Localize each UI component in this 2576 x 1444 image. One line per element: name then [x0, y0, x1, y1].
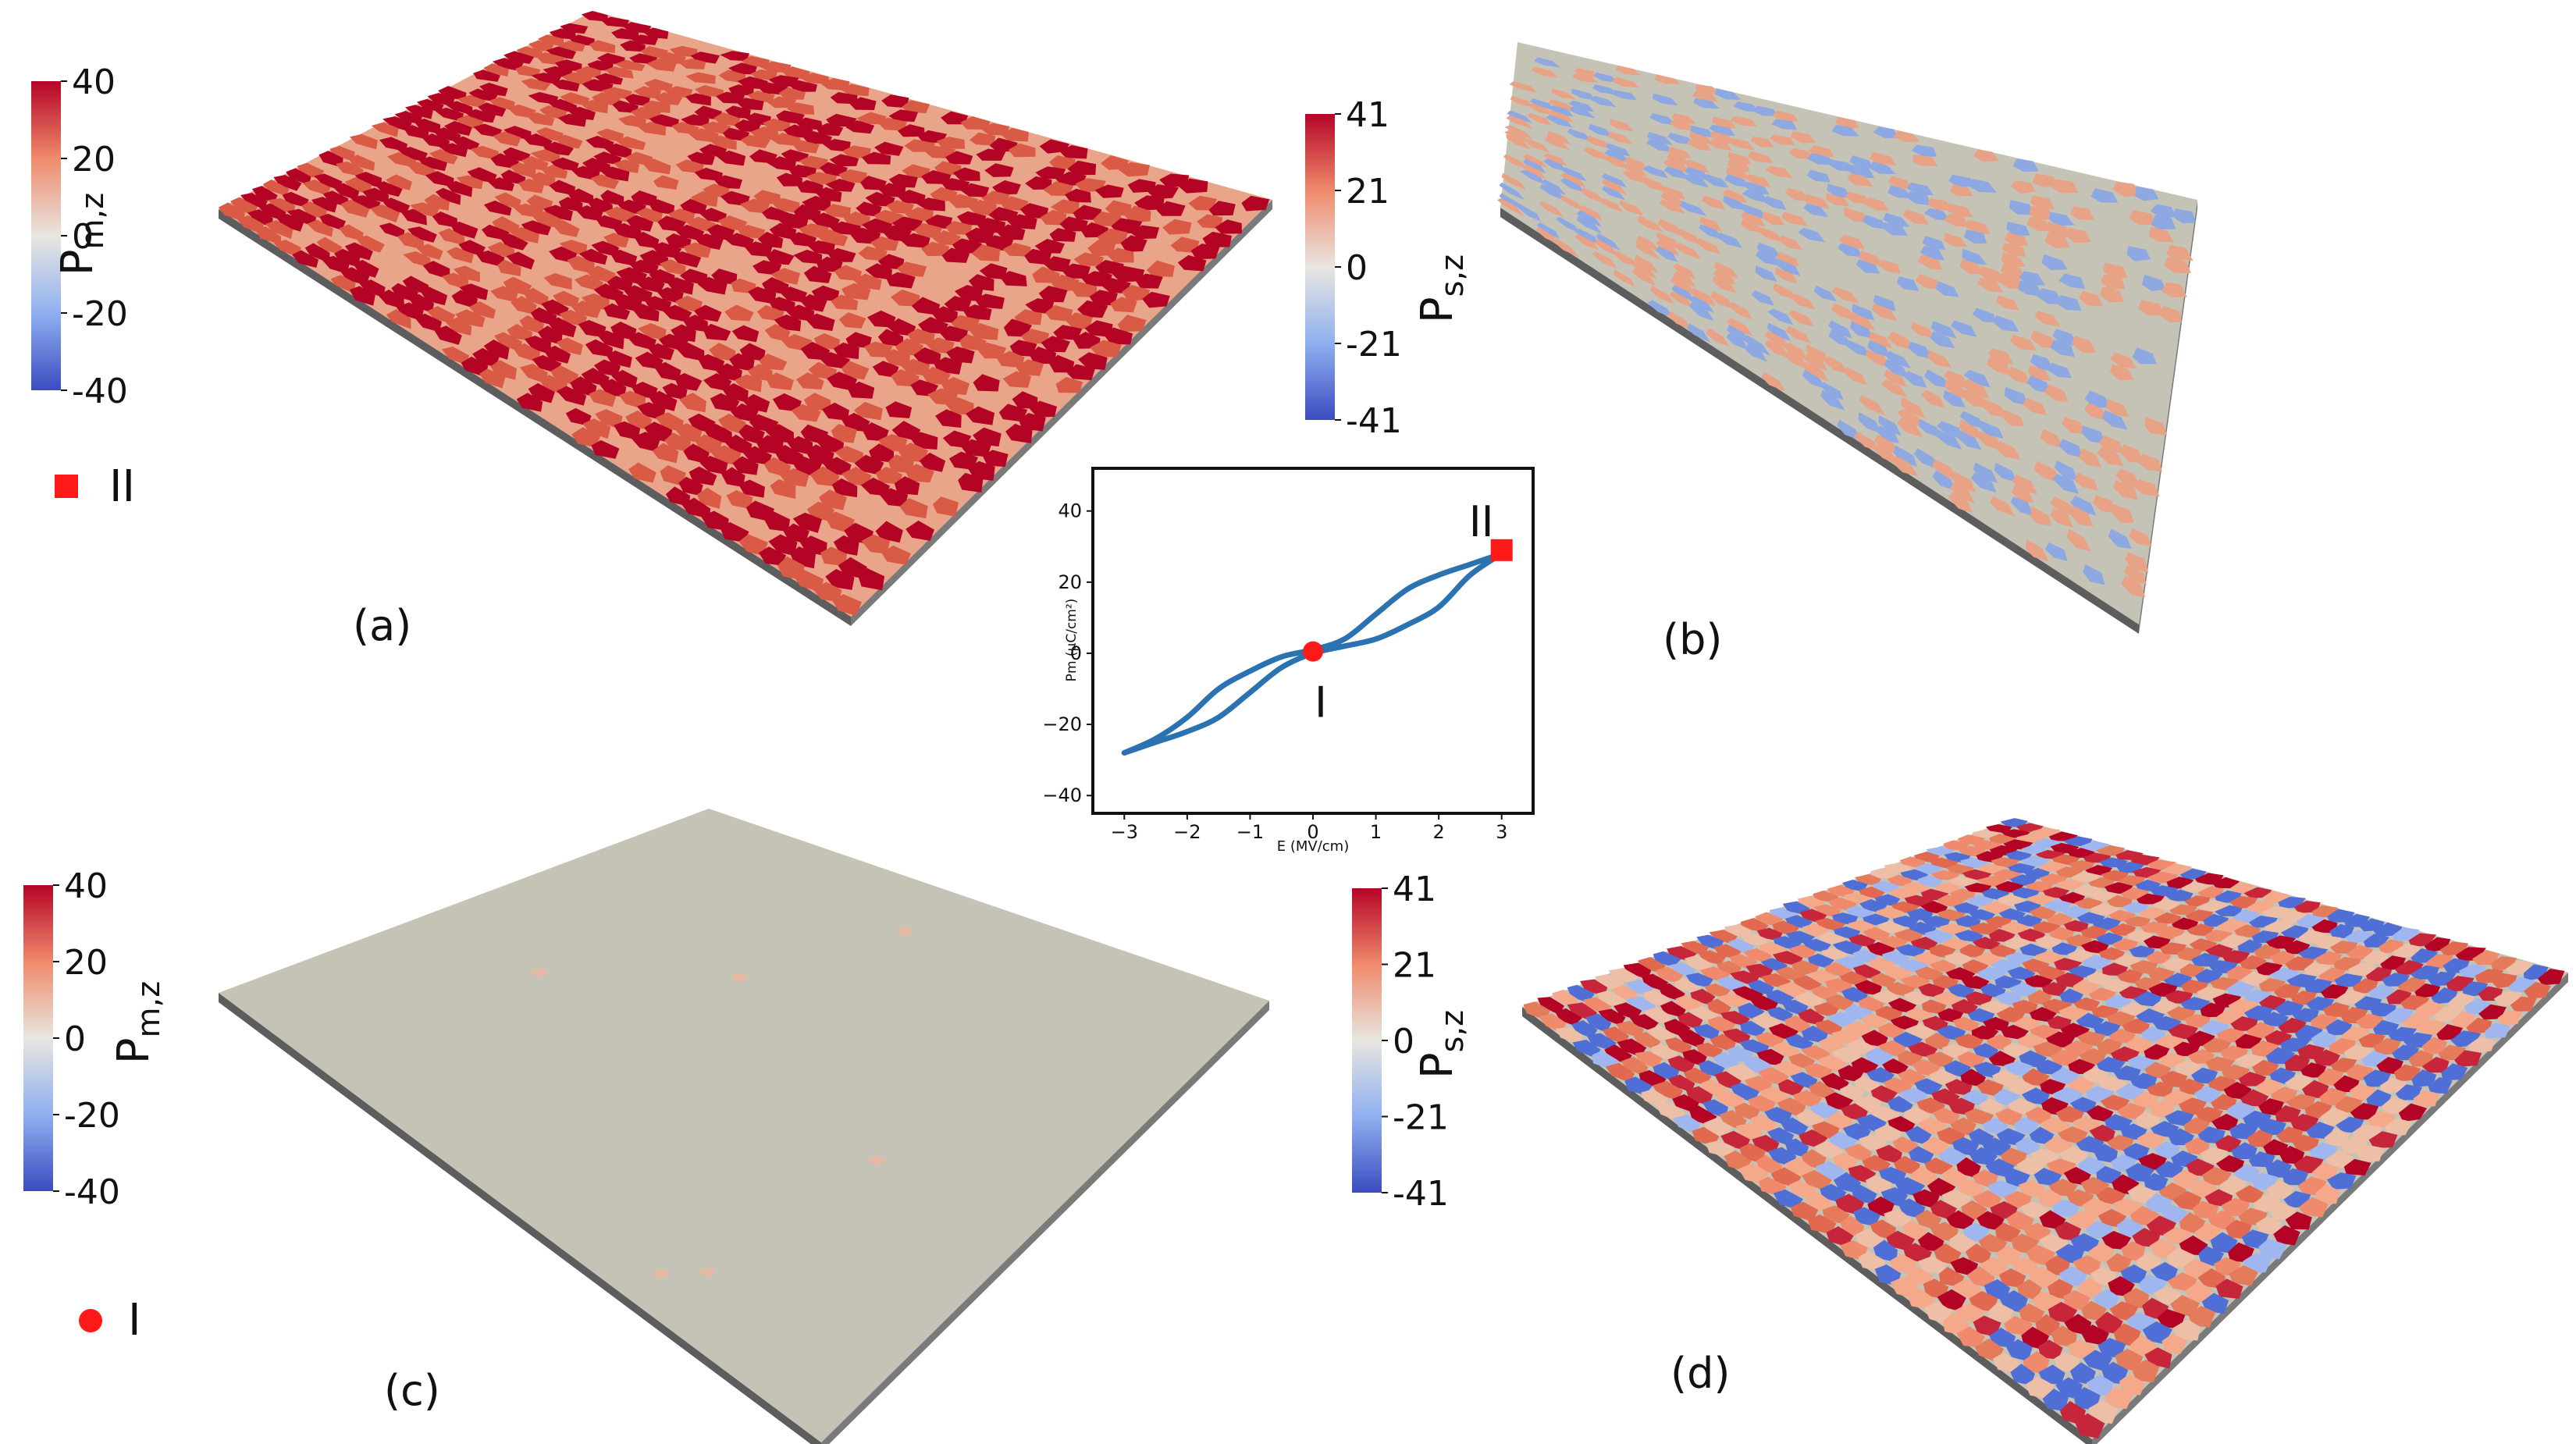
colorbar-tick-label: -40 — [64, 1172, 120, 1212]
colorbar-title: Ps,z — [1412, 254, 1471, 323]
panel-a-legend-marker — [55, 475, 78, 498]
y-tick-label: −40 — [1042, 784, 1082, 806]
y-tick-label: 0 — [1070, 642, 1082, 664]
colorbar-tick-label: 41 — [1346, 95, 1389, 135]
colorbar-title: Ps,z — [1412, 1010, 1471, 1079]
colorbar-tick-label: 21 — [1393, 946, 1436, 986]
panel-a-legend-label: II — [109, 461, 135, 512]
colorbar-tick-label: 21 — [1346, 172, 1389, 212]
colorbar-gradient — [23, 885, 53, 1191]
colorbar-tick-label: 20 — [64, 943, 108, 983]
x-tick-label: 3 — [1496, 821, 1507, 843]
colorbar-gradient — [1305, 114, 1335, 420]
point-II-label: II — [1469, 497, 1494, 546]
panel-c-colorbar: 40 20 0 -20 -40 Pm,z — [23, 866, 167, 1212]
panel-c-legend-marker — [79, 1309, 102, 1332]
colorbar-tick-label: -40 — [72, 372, 128, 411]
panel-d-plate — [1522, 818, 2568, 1444]
panel-a-plate — [218, 10, 1272, 626]
x-tick-label: −2 — [1173, 821, 1201, 843]
colorbar-tick-label: -41 — [1393, 1174, 1449, 1214]
colorbar-tick-label: -21 — [1393, 1098, 1449, 1138]
colorbar-tick-label: -20 — [64, 1096, 120, 1136]
colorbar-tick-label: -21 — [1346, 325, 1402, 365]
colorbar-tick-label: 0 — [1346, 248, 1368, 288]
panel-d-colorbar: 41 21 0 -21 -41 Ps,z — [1352, 870, 1471, 1214]
hysteresis-chart: −3 −2 −1 0 1 2 3 40 20 0 −20 −40 I II E (MV/cm) Pm … — [1042, 467, 1535, 855]
y-tick-label: 20 — [1058, 571, 1082, 593]
x-tick-label: 1 — [1370, 821, 1382, 843]
x-tick-label: 2 — [1433, 821, 1445, 843]
colorbar-tick-label: 41 — [1393, 870, 1436, 909]
y-tick-label: 40 — [1058, 500, 1082, 522]
panel-c-plate — [219, 809, 1269, 1444]
panel-d-label: (d) — [1670, 1349, 1730, 1398]
panel-c-legend-label: I — [128, 1295, 141, 1346]
panel-c-label: (c) — [384, 1366, 440, 1415]
colorbar-title: Pm,z — [109, 981, 167, 1064]
panel-b-plate — [1497, 42, 2197, 634]
y-tick-label: −20 — [1042, 713, 1082, 735]
x-tick-label: 0 — [1307, 821, 1318, 843]
colorbar-tick-label: 0 — [64, 1019, 86, 1059]
colorbar-tick-label: 40 — [64, 866, 108, 906]
panel-a-label: (a) — [353, 601, 411, 650]
colorbar-gradient — [31, 81, 61, 390]
panel-a-colorbar: 40 20 0 -20 -40 Pm,z — [31, 62, 128, 411]
x-axis-label: E (MV/cm) — [1277, 838, 1349, 855]
colorbar-tick-label: 40 — [72, 62, 116, 102]
colorbar-tick-label: 0 — [72, 217, 94, 257]
colorbar-tick-label: -20 — [72, 294, 128, 334]
colorbar-tick-label: -41 — [1346, 401, 1402, 441]
x-tick-label: −1 — [1236, 821, 1264, 843]
x-tick-label: −3 — [1111, 821, 1138, 843]
point-I-label: I — [1315, 678, 1327, 727]
panel-b-label: (b) — [1663, 615, 1722, 664]
colorbar-tick-label: 0 — [1393, 1022, 1414, 1062]
chart-frame — [1091, 467, 1535, 815]
y-axis-label: Pm (μC/cm²) — [1064, 599, 1080, 682]
colorbar-gradient — [1352, 888, 1382, 1193]
point-I-marker — [1303, 641, 1323, 662]
panel-b-colorbar: 41 21 0 -21 -41 Ps,z — [1305, 95, 1471, 441]
point-II-marker — [1490, 539, 1513, 561]
colorbar-tick-label: 20 — [72, 140, 116, 180]
colorbar-title: Pm,z — [52, 193, 111, 276]
